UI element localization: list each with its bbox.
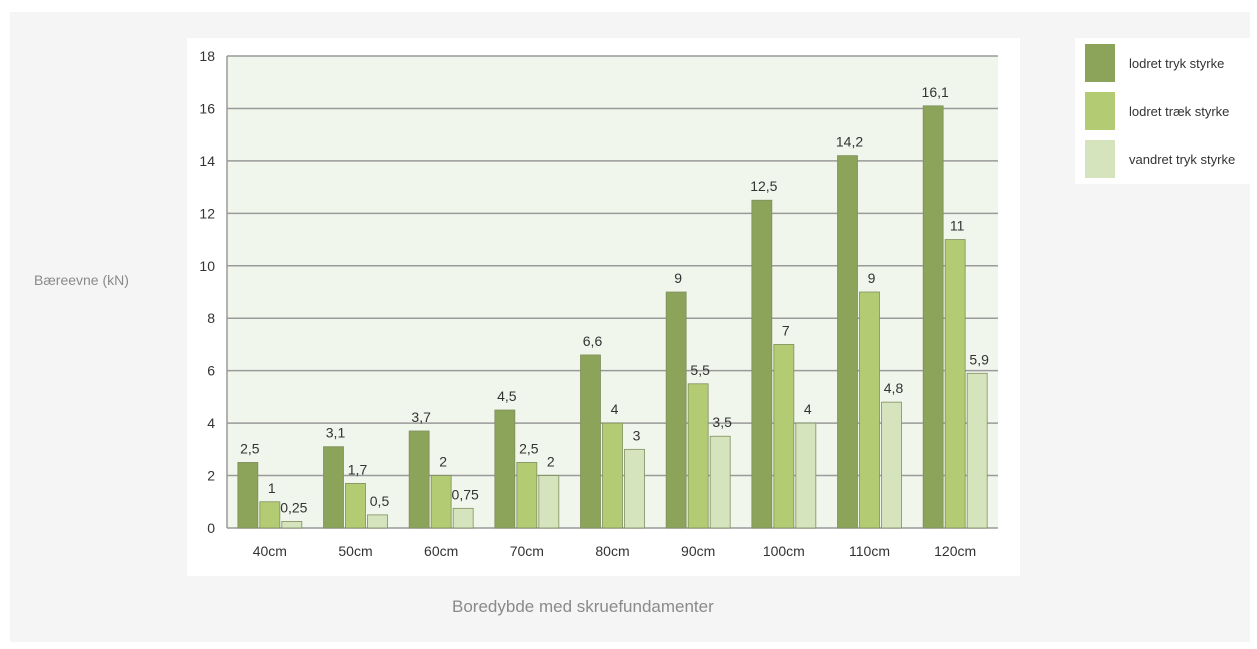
bar <box>602 422 623 529</box>
bar <box>281 521 303 529</box>
data-label: 14,2 <box>836 134 863 150</box>
x-tick-label: 70cm <box>510 543 544 559</box>
bar <box>323 446 344 529</box>
data-label: 2 <box>547 454 555 470</box>
bar <box>859 291 880 529</box>
legend-label-lodret-tryk: lodret tryk styrke <box>1129 55 1225 71</box>
data-label: 4,5 <box>497 388 517 404</box>
x-tick-label: 100cm <box>763 543 805 559</box>
legend-swatch-vandret-tryk <box>1085 140 1115 178</box>
bar <box>259 501 281 529</box>
data-label: 9 <box>868 270 876 286</box>
data-label: 0,75 <box>452 486 479 502</box>
bar <box>709 435 731 529</box>
y-tick-label: 4 <box>207 415 215 431</box>
bar <box>345 483 366 529</box>
bar <box>795 422 817 529</box>
data-label: 2 <box>439 454 447 470</box>
data-label: 12,5 <box>750 178 777 194</box>
bar <box>452 507 474 529</box>
x-tick-label: 50cm <box>338 543 372 559</box>
bar <box>751 199 773 529</box>
x-tick-label: 120cm <box>934 543 976 559</box>
bar <box>538 475 560 529</box>
data-label: 4 <box>611 401 619 417</box>
legend-swatch-lodret-tryk <box>1085 44 1115 82</box>
bar <box>494 409 516 529</box>
legend-label-lodret-traek: lodret træk styrke <box>1129 103 1230 119</box>
bar <box>881 401 902 529</box>
data-label: 1,7 <box>348 461 368 477</box>
legend-label-vandret-tryk: vandret tryk styrke <box>1129 151 1236 167</box>
y-tick-label: 12 <box>199 205 215 221</box>
x-axis-label: Boredybde med skruefundamenter <box>452 597 714 616</box>
bar <box>837 155 858 529</box>
data-label: 11 <box>950 218 965 234</box>
x-tick-label: 80cm <box>595 543 629 559</box>
data-label: 4,8 <box>884 380 904 396</box>
legend-item-lodret-tryk: lodret tryk styrke <box>1085 43 1224 83</box>
bar <box>408 430 430 529</box>
y-tick-label: 2 <box>207 468 215 484</box>
plot-card: 0 2 4 6 8 10 12 14 16 18 2,5 1 0,25 40cm 3,1 1,7 0,5 50cm… <box>187 38 1020 576</box>
y-tick-label: 0 <box>207 520 215 536</box>
data-label: 4 <box>804 401 812 417</box>
bar <box>687 383 709 529</box>
x-tick-label: 40cm <box>253 543 287 559</box>
data-label: 0,5 <box>370 493 390 509</box>
bar <box>367 514 388 529</box>
x-tick-label: 110cm <box>849 543 890 559</box>
data-label: 2,5 <box>519 440 539 456</box>
bar <box>773 344 795 529</box>
data-label: 7 <box>782 322 790 338</box>
data-label: 1 <box>268 480 276 496</box>
x-tick-label: 60cm <box>424 543 458 559</box>
y-tick-label: 16 <box>199 100 215 116</box>
data-label: 3,7 <box>411 409 431 425</box>
data-label: 3,5 <box>712 414 732 430</box>
bar <box>237 462 259 529</box>
bar <box>516 462 538 529</box>
data-label: 6,6 <box>583 333 603 349</box>
data-label: 5,9 <box>969 351 989 367</box>
data-label: 2,5 <box>240 440 260 456</box>
bar <box>922 105 944 529</box>
y-tick-label: 18 <box>199 48 215 64</box>
y-axis-label: Bæreevne (kN) <box>34 272 129 288</box>
bar-chart: 0 2 4 6 8 10 12 14 16 18 2,5 10,25 40cm 3,1 1,70,5 50cm… <box>199 48 998 559</box>
data-label: 3,1 <box>326 425 346 441</box>
data-label: 3 <box>633 427 641 443</box>
legend: lodret tryk styrke lodret træk styrke va… <box>1075 38 1253 184</box>
data-label: 16,1 <box>922 84 949 100</box>
bar <box>580 354 601 529</box>
legend-item-lodret-traek: lodret træk styrke <box>1085 91 1229 131</box>
legend-item-vandret-tryk: vandret tryk styrke <box>1085 139 1235 179</box>
bar <box>966 372 988 529</box>
y-tick-label: 8 <box>207 310 215 326</box>
bar <box>624 448 645 529</box>
legend-swatch-lodret-traek <box>1085 92 1115 130</box>
bar <box>665 291 687 529</box>
x-tick-label: 90cm <box>681 543 715 559</box>
bar <box>944 239 966 529</box>
data-label: 0,25 <box>280 499 307 515</box>
y-tick-label: 14 <box>199 153 215 169</box>
data-label: 9 <box>674 270 682 286</box>
y-tick-label: 6 <box>207 363 215 379</box>
y-tick-label: 10 <box>199 258 215 274</box>
data-label: 5,5 <box>690 362 710 378</box>
bar <box>430 475 452 529</box>
